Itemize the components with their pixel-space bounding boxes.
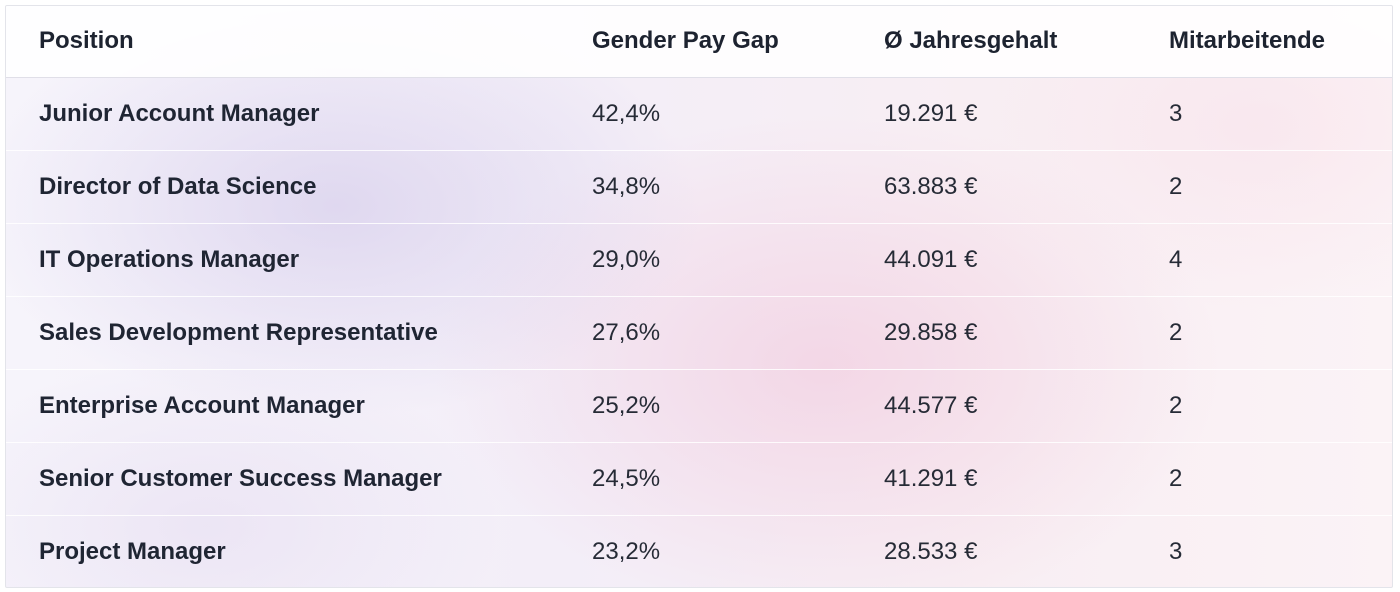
employees-cell: 2 bbox=[1169, 391, 1183, 419]
table-row: Project Manager 23,2% 28.533 € 3 bbox=[6, 515, 1392, 587]
salary-cell: 44.577 € bbox=[884, 391, 978, 419]
position-cell: Director of Data Science bbox=[39, 172, 317, 200]
position-cell: Senior Customer Success Manager bbox=[39, 464, 442, 492]
column-header-average-salary[interactable]: Ø Jahresgehalt bbox=[851, 6, 1130, 78]
pay-gap-table: Position Gender Pay Gap Ø Jahresgehalt M… bbox=[6, 6, 1392, 587]
salary-cell: 29.858 € bbox=[884, 318, 978, 346]
employees-cell: 3 bbox=[1169, 99, 1183, 127]
employees-cell: 3 bbox=[1169, 537, 1183, 565]
employees-cell: 2 bbox=[1169, 318, 1183, 346]
salary-cell: 63.883 € bbox=[884, 172, 978, 200]
pay-gap-cell: 29,0% bbox=[592, 245, 661, 273]
table-row: IT Operations Manager 29,0% 44.091 € 4 bbox=[6, 223, 1392, 296]
table-row: Enterprise Account Manager 25,2% 44.577 … bbox=[6, 369, 1392, 442]
column-header-position[interactable]: Position bbox=[6, 6, 559, 78]
position-cell: IT Operations Manager bbox=[39, 245, 300, 273]
salary-cell: 44.091 € bbox=[884, 245, 978, 273]
position-cell: Enterprise Account Manager bbox=[39, 391, 365, 419]
table-row: Sales Development Representative 27,6% 2… bbox=[6, 296, 1392, 369]
position-cell: Junior Account Manager bbox=[39, 99, 320, 127]
table-header-row: Position Gender Pay Gap Ø Jahresgehalt M… bbox=[6, 6, 1392, 78]
salary-cell: 19.291 € bbox=[884, 99, 978, 127]
pay-gap-cell: 24,5% bbox=[592, 464, 661, 492]
employees-cell: 2 bbox=[1169, 172, 1183, 200]
employees-cell: 4 bbox=[1169, 245, 1183, 273]
employees-cell: 2 bbox=[1169, 464, 1183, 492]
column-header-employees[interactable]: Mitarbeitende bbox=[1130, 6, 1392, 78]
pay-gap-cell: 23,2% bbox=[592, 537, 661, 565]
table-row: Director of Data Science 34,8% 63.883 € … bbox=[6, 150, 1392, 223]
position-cell: Project Manager bbox=[39, 537, 226, 565]
pay-gap-cell: 42,4% bbox=[592, 99, 661, 127]
table-row: Junior Account Manager 42,4% 19.291 € 3 bbox=[6, 77, 1392, 150]
salary-cell: 41.291 € bbox=[884, 464, 978, 492]
pay-gap-cell: 34,8% bbox=[592, 172, 661, 200]
pay-gap-cell: 27,6% bbox=[592, 318, 661, 346]
table-row: Senior Customer Success Manager 24,5% 41… bbox=[6, 442, 1392, 515]
pay-gap-table-card: Position Gender Pay Gap Ø Jahresgehalt M… bbox=[5, 5, 1393, 588]
table-header: Position Gender Pay Gap Ø Jahresgehalt M… bbox=[6, 6, 1392, 78]
table-body: Junior Account Manager 42,4% 19.291 € 3 … bbox=[6, 77, 1392, 587]
salary-cell: 28.533 € bbox=[884, 537, 978, 565]
column-header-gender-pay-gap[interactable]: Gender Pay Gap bbox=[559, 6, 851, 78]
pay-gap-cell: 25,2% bbox=[592, 391, 661, 419]
position-cell: Sales Development Representative bbox=[39, 318, 438, 346]
